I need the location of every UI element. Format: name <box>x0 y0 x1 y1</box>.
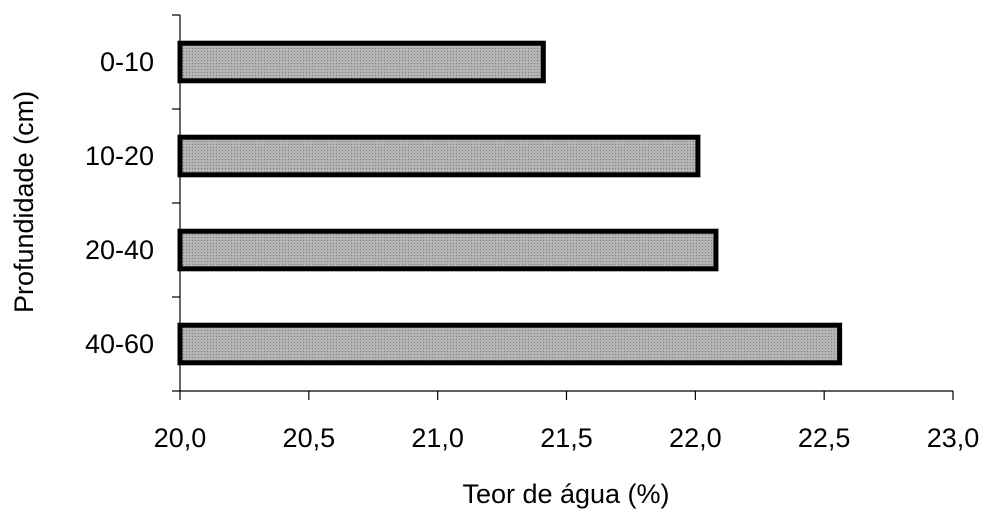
y-axis-title: Profundidade (cm) <box>9 91 39 313</box>
labels-layer: 0-10 10-20 20-40 40-60 20,0 20,5 21,0 21,5 22,0 2… <box>85 47 979 453</box>
bars-layer <box>177 40 843 366</box>
bar-40-60 <box>177 322 843 366</box>
x-tick-label: 21,5 <box>540 423 593 453</box>
ticks-layer <box>172 14 954 400</box>
y-tick-label: 40-60 <box>85 329 154 359</box>
x-tick-label: 23,0 <box>927 423 980 453</box>
x-axis-title: Teor de água (%) <box>462 479 669 509</box>
bar-0-10 <box>177 40 546 84</box>
x-tick-label: 22,0 <box>669 423 722 453</box>
bar-10-20 <box>177 134 701 178</box>
y-tick-label: 20-40 <box>85 235 154 265</box>
x-tick-label: 20,5 <box>283 423 336 453</box>
bar-20-40 <box>177 228 719 272</box>
x-tick-label: 21,0 <box>411 423 464 453</box>
x-tick-label: 20,0 <box>154 423 207 453</box>
y-tick-label: 10-20 <box>85 141 154 171</box>
x-tick-label: 22,5 <box>798 423 851 453</box>
y-tick-label: 0-10 <box>100 47 154 77</box>
